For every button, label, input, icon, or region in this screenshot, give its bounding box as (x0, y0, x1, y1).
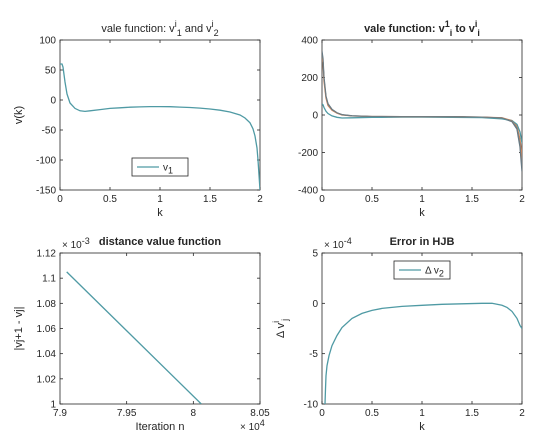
x-tick-label: 2 (519, 408, 525, 419)
x-tick-label: 2 (257, 194, 263, 205)
x-exponent-label: × 104 (240, 418, 265, 433)
legend-label: v1 (163, 163, 173, 176)
x-tick-label: 1.5 (203, 194, 217, 205)
y-tick-label: 50 (45, 66, 57, 77)
x-tick-label: 0 (319, 408, 325, 419)
y-axis-label: Δ vij (271, 319, 290, 338)
x-tick-label: 0.5 (365, 408, 379, 419)
x-tick-label: 1 (419, 408, 425, 419)
y-tick-label: 0 (312, 299, 318, 310)
chart-4: 0 0.5 1 1.5 2 5 0 -5 -10 Error in HJB k Δ vij × 10-4… (271, 236, 525, 433)
y-tick-label: -400 (298, 186, 318, 197)
x-tick-label: 1 (419, 194, 425, 205)
chart-2: 0 0.5 1 1.5 2 400 200 0 -200 -400 vale function: v… (298, 19, 525, 219)
y-tick-label: 1.02 (37, 374, 57, 385)
chart-title: vale function: vi1 and vi2 (101, 19, 218, 38)
y-tick-label: 1.04 (37, 349, 57, 360)
y-axis-label: v(k) (13, 106, 25, 124)
y-tick-label: 100 (39, 36, 56, 47)
chart-3: 7.9 7.95 8 8.05 1.12 1.1 1.08 1.06 1.04 1.02 1 dist… (13, 236, 270, 433)
x-axis-label: k (419, 421, 425, 433)
x-axis-label: k (419, 207, 425, 219)
legend: Δ v2 (393, 260, 451, 280)
y-tick-label: 1.06 (37, 324, 57, 335)
x-tick-label: 1.5 (465, 194, 479, 205)
y-tick-label: -200 (298, 148, 318, 159)
x-tick-label: 8.05 (250, 408, 270, 419)
y-exponent-label: × 10-4 (324, 236, 352, 251)
y-tick-label: 1.1 (42, 274, 56, 285)
chart-1: 0 0.5 1 1.5 2 100 50 0 -50 -100 -150 vale function:… (13, 19, 263, 219)
x-tick-label: 2 (519, 194, 525, 205)
y-tick-label: 1.08 (37, 299, 57, 310)
x-tick-label: 1.5 (465, 408, 479, 419)
legend: v1 (131, 157, 189, 177)
y-tick-label: -50 (42, 126, 57, 137)
x-tick-label: 0 (57, 194, 63, 205)
x-axis-label: Iteration n (136, 421, 185, 433)
legend-box (131, 157, 189, 177)
y-tick-label: 1 (50, 400, 56, 411)
y-exponent-label: × 10-3 (62, 236, 90, 251)
series-line-1 (66, 271, 202, 404)
y-tick-label: 0 (50, 96, 56, 107)
y-tick-label: 400 (301, 36, 318, 47)
x-axis-label: k (157, 207, 163, 219)
y-tick-label: 200 (301, 73, 318, 84)
x-tick-label: 8 (191, 408, 197, 419)
x-tick-label: 7.95 (117, 408, 137, 419)
x-tick-label: 7.9 (53, 408, 67, 419)
x-tick-label: 1 (157, 194, 163, 205)
y-tick-label: -150 (36, 186, 56, 197)
series-line-1 (324, 302, 522, 404)
chart-title: vale function: v1i to vii (364, 19, 480, 38)
y-tick-label: 1.12 (37, 249, 57, 260)
series-line-1 (60, 63, 260, 190)
chart-title: distance value function (99, 236, 222, 248)
x-tick-label: 0.5 (103, 194, 117, 205)
x-tick-label: 0.5 (365, 194, 379, 205)
chart-title: Error in HJB (390, 236, 455, 248)
plot-area (59, 252, 261, 405)
y-axis-label: |vj+1 - vj| (13, 307, 25, 351)
y-tick-label: 0 (312, 111, 318, 122)
y-tick-label: -10 (304, 400, 319, 411)
legend-label: Δ v2 (425, 266, 444, 279)
legend-box (393, 260, 451, 280)
x-tick-label: 0 (319, 194, 325, 205)
plot-area (321, 39, 523, 191)
y-tick-label: -100 (36, 156, 56, 167)
y-tick-label: -5 (309, 349, 318, 360)
series-line-iterate (322, 51, 522, 170)
y-tick-label: 5 (312, 249, 318, 260)
